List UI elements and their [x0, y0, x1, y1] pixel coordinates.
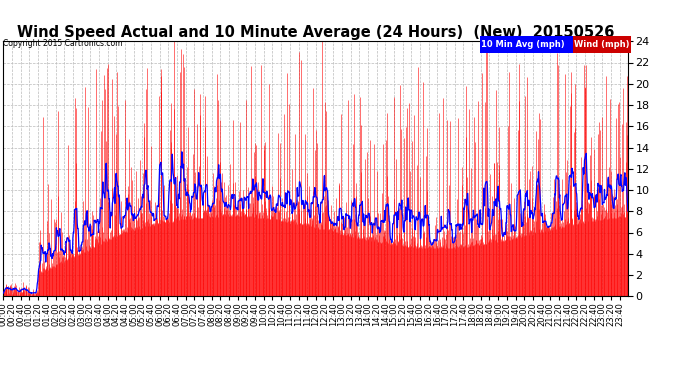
- Text: 10 Min Avg (mph): 10 Min Avg (mph): [481, 40, 564, 49]
- Title: Wind Speed Actual and 10 Minute Average (24 Hours)  (New)  20150526: Wind Speed Actual and 10 Minute Average …: [17, 25, 614, 40]
- Text: Copyright 2015 Cartronics.com: Copyright 2015 Cartronics.com: [3, 39, 123, 48]
- Text: Wind (mph): Wind (mph): [574, 40, 629, 49]
